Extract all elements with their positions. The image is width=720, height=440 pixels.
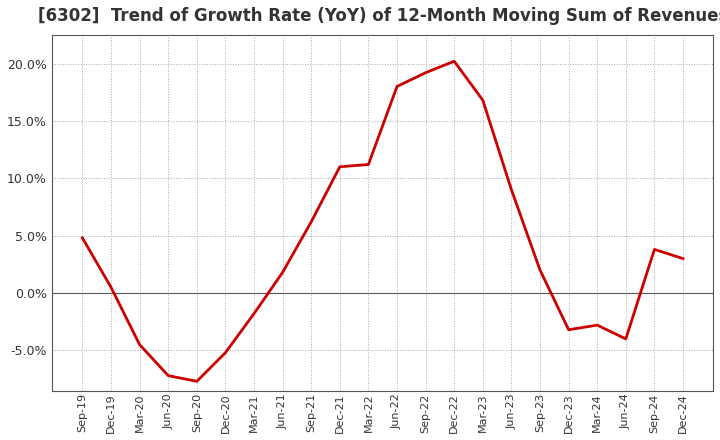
Title: [6302]  Trend of Growth Rate (YoY) of 12-Month Moving Sum of Revenues: [6302] Trend of Growth Rate (YoY) of 12-… <box>37 7 720 25</box>
